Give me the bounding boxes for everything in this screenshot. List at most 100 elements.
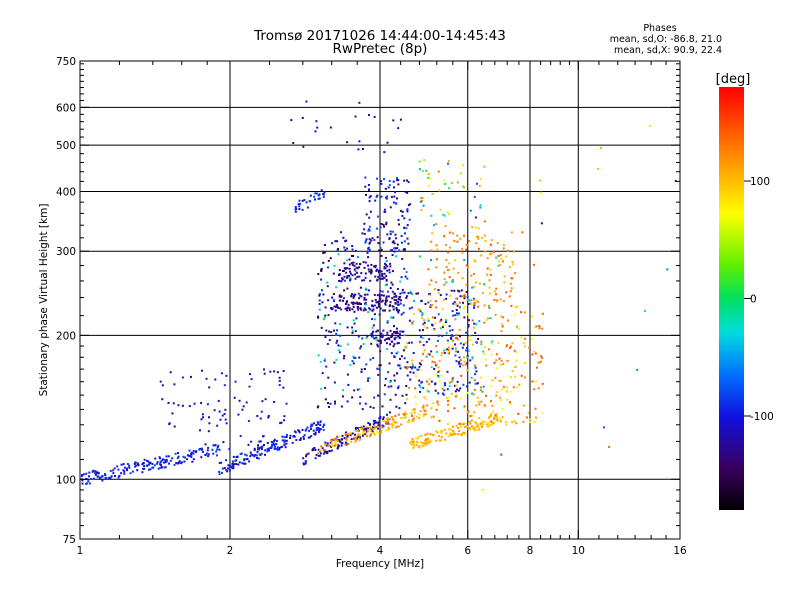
data-point [327, 444, 330, 447]
data-point [378, 340, 381, 343]
data-point [104, 476, 107, 479]
data-point [216, 424, 219, 427]
data-point [523, 311, 526, 314]
data-point [283, 436, 286, 439]
data-point [430, 240, 433, 243]
data-point [360, 308, 363, 311]
data-point [313, 422, 315, 425]
data-point [479, 389, 482, 392]
data-point [402, 304, 405, 307]
data-point [256, 446, 259, 449]
data-point [398, 296, 401, 298]
data-point [368, 189, 370, 192]
data-point [422, 204, 425, 207]
data-point [456, 289, 459, 292]
data-point [372, 324, 375, 327]
data-point [405, 345, 408, 348]
data-point [343, 262, 346, 265]
data-point [351, 248, 354, 251]
data-point [346, 267, 349, 270]
data-point [492, 421, 495, 424]
data-point [422, 387, 425, 389]
data-point [445, 266, 448, 269]
data-point [225, 374, 228, 377]
data-point [422, 344, 425, 347]
data-point [407, 292, 410, 295]
data-point [255, 454, 258, 457]
data-point [221, 467, 224, 470]
data-point [219, 418, 222, 421]
data-point [397, 342, 400, 344]
data-point [481, 292, 484, 295]
data-point [393, 343, 396, 346]
data-point [386, 290, 389, 293]
data-point [472, 298, 475, 301]
data-point [464, 341, 467, 344]
data-point [149, 468, 152, 471]
data-point [413, 443, 416, 446]
data-point [468, 240, 471, 243]
data-point [474, 364, 476, 367]
data-point [381, 274, 383, 277]
data-point [456, 380, 459, 383]
data-point [376, 345, 379, 348]
data-point [157, 467, 160, 470]
data-point [298, 205, 301, 208]
data-point [431, 433, 433, 436]
data-point [474, 382, 477, 385]
data-point [393, 325, 395, 328]
data-point [239, 435, 242, 438]
data-point [450, 289, 453, 292]
data-point [302, 145, 305, 148]
phase-stats-x: mean, sd,X: 90.9, 22.4 [614, 45, 722, 56]
data-point [95, 471, 98, 474]
data-point [348, 263, 351, 266]
data-point [442, 324, 445, 327]
data-point [505, 291, 508, 294]
data-point [333, 305, 336, 308]
data-point [482, 385, 485, 388]
data-point [533, 420, 536, 423]
data-point [322, 293, 325, 296]
data-point [466, 369, 468, 372]
data-point [330, 331, 333, 334]
data-point [400, 313, 403, 316]
data-point [408, 419, 411, 422]
data-point [379, 247, 382, 249]
data-point [469, 415, 472, 418]
data-point [394, 393, 397, 396]
data-point [462, 356, 465, 359]
data-point [384, 309, 386, 312]
data-point [409, 378, 412, 381]
data-point [383, 151, 386, 154]
data-point [356, 429, 359, 432]
data-point [432, 415, 435, 418]
data-point [252, 454, 254, 457]
data-point [418, 384, 421, 387]
data-point [351, 245, 354, 247]
data-point [181, 376, 184, 379]
data-point [411, 362, 414, 365]
data-point [445, 321, 447, 323]
data-point [423, 433, 426, 436]
data-point [223, 384, 226, 387]
data-point [317, 454, 320, 457]
data-point [454, 337, 457, 340]
data-point [376, 367, 379, 370]
data-point [371, 432, 373, 434]
data-point [186, 458, 189, 461]
data-point [217, 444, 220, 447]
x-tick-label: 2 [227, 545, 234, 557]
data-point [275, 443, 278, 446]
data-point [384, 299, 387, 302]
data-point [356, 388, 359, 391]
data-point [354, 440, 357, 443]
data-point [392, 345, 395, 348]
data-point [352, 362, 355, 365]
data-point [373, 337, 376, 340]
data-point [83, 473, 85, 476]
data-point [443, 389, 446, 392]
data-point [338, 294, 341, 297]
data-point [401, 394, 404, 397]
data-point [512, 263, 515, 266]
